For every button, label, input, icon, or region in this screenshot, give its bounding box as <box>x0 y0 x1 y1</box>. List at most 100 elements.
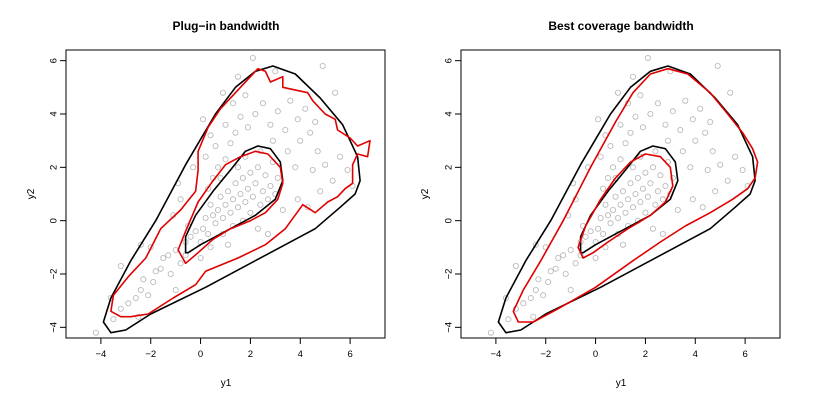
x-tick-label: −2 <box>145 349 156 360</box>
data-point <box>309 166 316 173</box>
data-point <box>639 185 646 192</box>
data-point <box>615 214 622 221</box>
data-point <box>505 316 512 323</box>
data-point <box>274 108 281 115</box>
y-axis: −4 −2 0 2 4 6 <box>49 58 67 333</box>
data-point <box>214 206 221 213</box>
data-point <box>212 220 219 227</box>
estimated-outer-contour <box>512 67 759 323</box>
y-tick-label: 0 <box>49 218 60 223</box>
panel-best-coverage-bandwidth: Best coverage bandwidth y1 y2 −4 −2 0 2 4 6 −… <box>420 19 781 389</box>
data-point <box>512 262 519 269</box>
data-point <box>234 73 241 80</box>
data-point <box>595 225 602 232</box>
y-axis-label: y2 <box>420 188 431 199</box>
data-point <box>487 329 494 336</box>
data-point <box>167 270 174 277</box>
estimated-inner-contour <box>177 150 284 265</box>
estimated-inner-contour <box>577 153 674 259</box>
data-point <box>252 111 259 118</box>
data-point <box>152 268 159 275</box>
data-point <box>110 316 117 323</box>
data-point <box>205 185 212 192</box>
estimated-outer-contour <box>110 67 371 318</box>
data-point <box>530 313 537 320</box>
data-point <box>634 174 641 181</box>
data-point <box>209 212 216 219</box>
chart-title: Plug−in bandwidth <box>173 19 280 33</box>
data-point <box>547 268 554 275</box>
x-tick-label: −2 <box>540 349 551 360</box>
y-tick-label: 2 <box>49 165 60 170</box>
data-point <box>739 166 746 173</box>
data-point <box>177 196 184 203</box>
data-point <box>659 196 666 203</box>
data-point <box>247 169 254 176</box>
data-point <box>269 137 276 144</box>
data-point <box>714 63 721 70</box>
data-point <box>647 111 654 118</box>
data-point <box>212 142 219 149</box>
x-tick-label: −4 <box>490 349 501 360</box>
data-point <box>190 164 197 171</box>
data-point <box>332 89 339 96</box>
data-point <box>597 153 604 160</box>
data-point <box>630 73 637 80</box>
data-point <box>612 193 619 200</box>
data-point <box>654 188 661 195</box>
data-point <box>219 214 226 221</box>
data-point <box>535 276 542 283</box>
data-point <box>605 212 612 219</box>
data-point <box>344 166 351 173</box>
data-point <box>222 156 229 163</box>
data-point <box>674 206 681 213</box>
data-point <box>219 89 226 96</box>
x-axis: −4 −2 0 2 4 6 <box>95 337 353 360</box>
data-point <box>264 230 271 237</box>
data-point <box>207 244 214 251</box>
data-point <box>234 204 241 211</box>
data-point <box>322 161 329 168</box>
data-point <box>272 68 279 75</box>
data-point <box>229 196 236 203</box>
data-point <box>242 92 249 99</box>
data-points <box>487 55 751 336</box>
data-point <box>622 140 629 147</box>
data-point <box>160 254 167 261</box>
data-point <box>617 156 624 163</box>
true-outer-contour <box>102 65 361 334</box>
data-point <box>532 286 539 293</box>
data-point <box>237 113 244 120</box>
data-point <box>92 329 99 336</box>
data-point <box>227 209 234 216</box>
y-tick-label: 6 <box>444 58 455 63</box>
data-point <box>617 121 624 128</box>
x-tick-label: 4 <box>693 349 698 360</box>
data-point <box>224 241 231 248</box>
data-point <box>307 129 314 136</box>
data-point <box>217 193 224 200</box>
data-point <box>274 174 281 181</box>
x-tick-label: 6 <box>347 349 352 360</box>
data-point <box>652 201 659 208</box>
data-point <box>642 169 649 176</box>
data-point <box>540 292 547 299</box>
data-point <box>157 265 164 272</box>
data-point <box>177 260 184 267</box>
data-point <box>287 97 294 104</box>
contours <box>102 65 371 334</box>
data-point <box>692 137 699 144</box>
data-point <box>659 230 666 237</box>
data-point <box>657 172 664 179</box>
data-point <box>560 252 567 259</box>
x-tick-label: −4 <box>95 349 106 360</box>
data-point <box>222 201 229 208</box>
data-point <box>229 100 236 107</box>
data-point <box>125 300 132 307</box>
data-point <box>267 182 274 189</box>
data-point <box>625 196 632 203</box>
data-point <box>587 228 594 235</box>
data-point <box>279 206 286 213</box>
data-point <box>145 292 152 299</box>
x-axis-label: y1 <box>616 378 627 389</box>
